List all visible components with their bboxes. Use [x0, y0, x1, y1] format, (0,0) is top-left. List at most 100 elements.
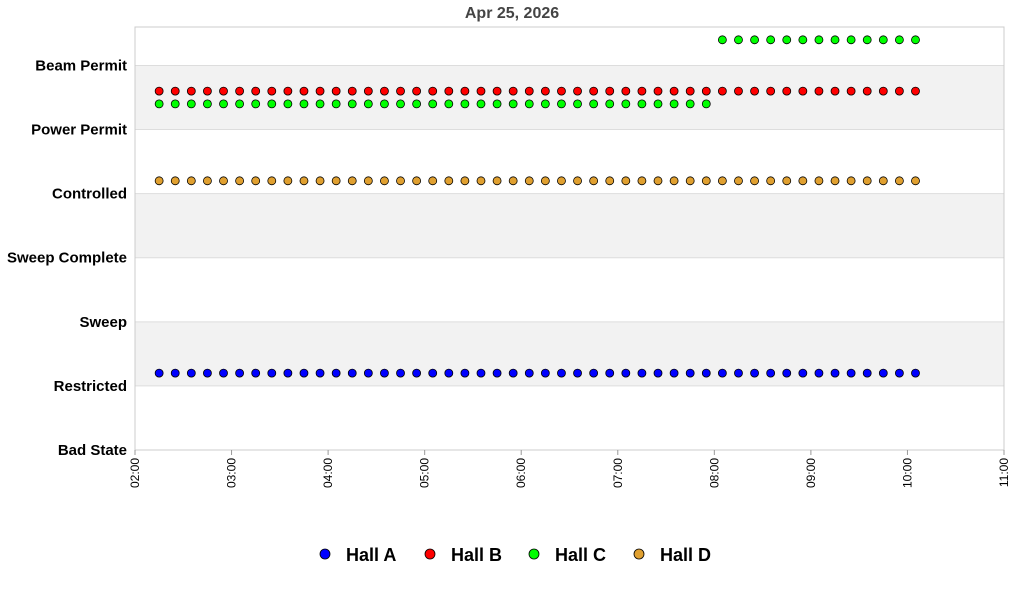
data-point [460, 99, 470, 109]
data-point [814, 86, 824, 96]
data-point [363, 368, 373, 378]
data-point [396, 86, 405, 96]
data-point [412, 368, 422, 378]
data-point [830, 176, 840, 186]
data-point [540, 368, 550, 378]
data-point [830, 86, 840, 96]
data-point [814, 35, 824, 45]
data-point [701, 86, 711, 96]
data-point [653, 176, 663, 186]
data-point [573, 368, 582, 378]
data-point [669, 99, 679, 109]
data-point [347, 176, 357, 186]
data-point [235, 176, 245, 186]
data-point [315, 368, 325, 378]
data-point [557, 99, 566, 109]
data-point [444, 368, 454, 378]
data-point [283, 368, 293, 378]
y-category-label: Beam Permit [35, 57, 127, 74]
y-axis-labels: Bad State Restricted Sweep Sweep Complete Co… [7, 57, 127, 459]
data-point [605, 86, 615, 96]
legend-label: Hall D [660, 545, 711, 565]
data-point [846, 86, 856, 96]
data-point [685, 176, 695, 186]
legend-label: Hall B [451, 545, 502, 565]
data-point [782, 86, 792, 96]
data-point [267, 86, 277, 96]
data-point [492, 176, 502, 186]
plot-border [134, 26, 1005, 451]
data-point [637, 86, 647, 96]
data-point [154, 176, 164, 186]
data-point [444, 99, 454, 109]
data-point [637, 368, 647, 378]
data-point [380, 86, 389, 96]
data-point [766, 35, 776, 45]
x-tick-label: 03:00 [225, 458, 239, 488]
data-point [170, 176, 180, 186]
data-point [170, 86, 180, 96]
data-point [412, 99, 422, 109]
data-point [283, 86, 293, 96]
data-point [203, 368, 212, 378]
data-point [750, 86, 759, 96]
data-point [717, 86, 727, 96]
data-point [396, 368, 405, 378]
background-band [135, 385, 1004, 450]
data-point [798, 86, 808, 96]
data-point [283, 176, 293, 186]
data-point [830, 35, 840, 45]
data-point [717, 176, 727, 186]
data-point [267, 176, 277, 186]
data-point [540, 99, 550, 109]
data-point [203, 99, 212, 109]
data-point [637, 176, 647, 186]
data-point [380, 176, 389, 186]
data-point [621, 368, 631, 378]
data-point [219, 176, 228, 186]
data-point [894, 86, 904, 96]
data-point [524, 86, 534, 96]
data-point [557, 368, 566, 378]
data-point [460, 86, 470, 96]
data-point [363, 176, 373, 186]
data-point [380, 368, 389, 378]
data-point [717, 368, 727, 378]
data-point [251, 99, 261, 109]
data-point [878, 368, 888, 378]
data-point [396, 176, 405, 186]
x-tick-label: 06:00 [514, 458, 528, 488]
data-point [573, 86, 582, 96]
data-point [331, 176, 341, 186]
data-point [219, 86, 228, 96]
data-point [701, 99, 711, 109]
x-axis-ticks: 02:00 03:00 04:00 05:00 06:00 07:00 08:00 09:00… [128, 450, 1011, 488]
background-band [135, 193, 1004, 258]
data-point [428, 368, 438, 378]
data-point [589, 99, 599, 109]
data-point [653, 99, 663, 109]
data-point [798, 35, 808, 45]
x-tick-label: 05:00 [418, 458, 432, 488]
chart-title: Apr 25, 2026 [465, 5, 559, 22]
legend-marker [424, 548, 436, 560]
data-point [701, 176, 711, 186]
data-point [476, 176, 486, 186]
data-point [621, 86, 631, 96]
data-point [734, 35, 743, 45]
data-point [878, 176, 888, 186]
data-point [460, 368, 470, 378]
data-point [734, 86, 743, 96]
data-point [315, 99, 325, 109]
data-point [170, 99, 180, 109]
data-point [154, 86, 164, 96]
data-point [428, 99, 438, 109]
data-point [894, 368, 904, 378]
x-tick-label: 11:00 [997, 458, 1011, 487]
data-point [219, 368, 228, 378]
data-point [540, 176, 550, 186]
data-point [540, 86, 550, 96]
data-point [363, 99, 373, 109]
data-point [653, 86, 663, 96]
